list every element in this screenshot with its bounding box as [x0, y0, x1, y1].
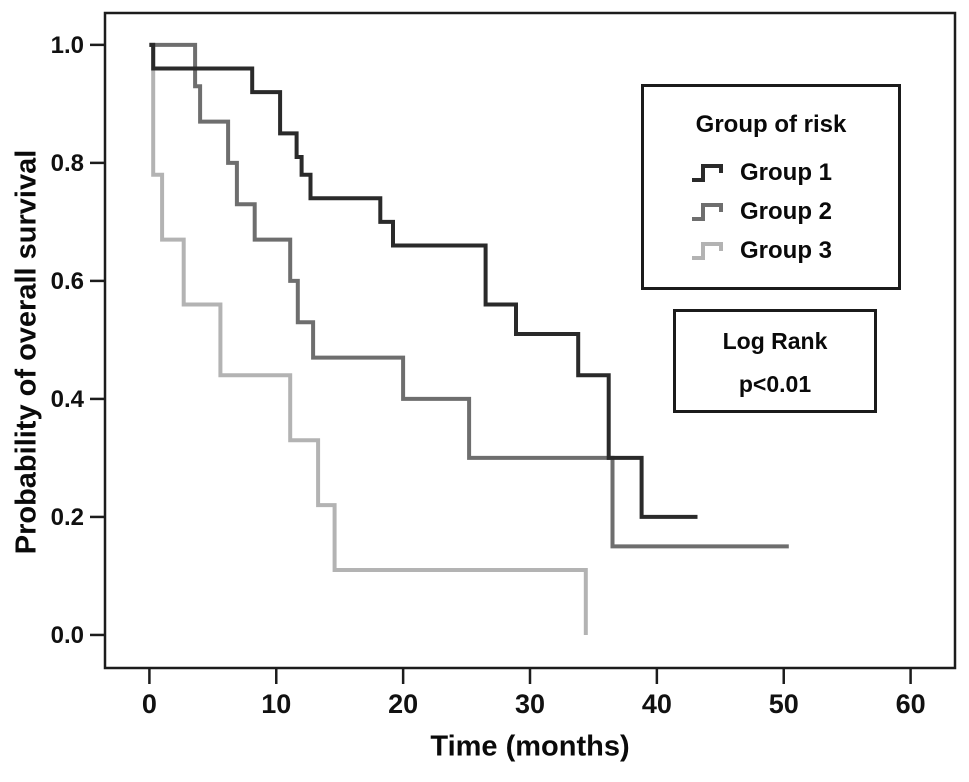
x-axis-title: Time (months)	[430, 730, 630, 763]
step-line-icon	[692, 241, 723, 260]
logrank-annotation: Log Rank p<0.01	[673, 309, 877, 413]
x-tick-label: 0	[142, 689, 157, 719]
km-curve-group-1	[149, 42, 698, 519]
step-line-icon	[692, 163, 723, 182]
x-tick-label: 40	[642, 689, 672, 719]
legend: Group of risk Group 1 Group 2 Group 3	[641, 84, 901, 290]
y-tick-label: 0.0	[51, 622, 84, 649]
x-tick-label: 50	[769, 689, 799, 719]
legend-item-group-3: Group 3	[690, 231, 898, 270]
y-tick-label: 0.8	[51, 150, 84, 177]
x-tick-label: 30	[515, 689, 545, 719]
y-tick-label: 1.0	[51, 32, 84, 59]
legend-item-group-2: Group 2	[690, 192, 898, 231]
legend-item-label: Group 2	[740, 197, 833, 225]
x-tick-label: 20	[388, 689, 418, 719]
km-curve-group-2	[149, 42, 789, 549]
y-tick-label: 0.4	[51, 386, 85, 413]
legend-title: Group of risk	[695, 111, 847, 138]
x-tick-label: 10	[261, 689, 291, 719]
legend-item-label: Group 1	[740, 158, 833, 186]
legend-items: Group 1 Group 2 Group 3	[644, 153, 898, 270]
logrank-title: Log Rank	[722, 328, 828, 354]
plot-border	[103, 11, 957, 670]
y-axis-title: Probability of overall survival	[10, 149, 43, 555]
km-curve-group-3	[149, 42, 588, 635]
logrank-pvalue: p<0.01	[738, 371, 812, 397]
legend-item-label: Group 3	[740, 236, 833, 264]
x-tick-label: 60	[896, 689, 926, 719]
y-tick-label: 0.2	[51, 504, 84, 531]
step-line-icon	[692, 202, 723, 221]
legend-item-group-1: Group 1	[690, 153, 898, 192]
y-tick-label: 0.6	[51, 268, 84, 295]
